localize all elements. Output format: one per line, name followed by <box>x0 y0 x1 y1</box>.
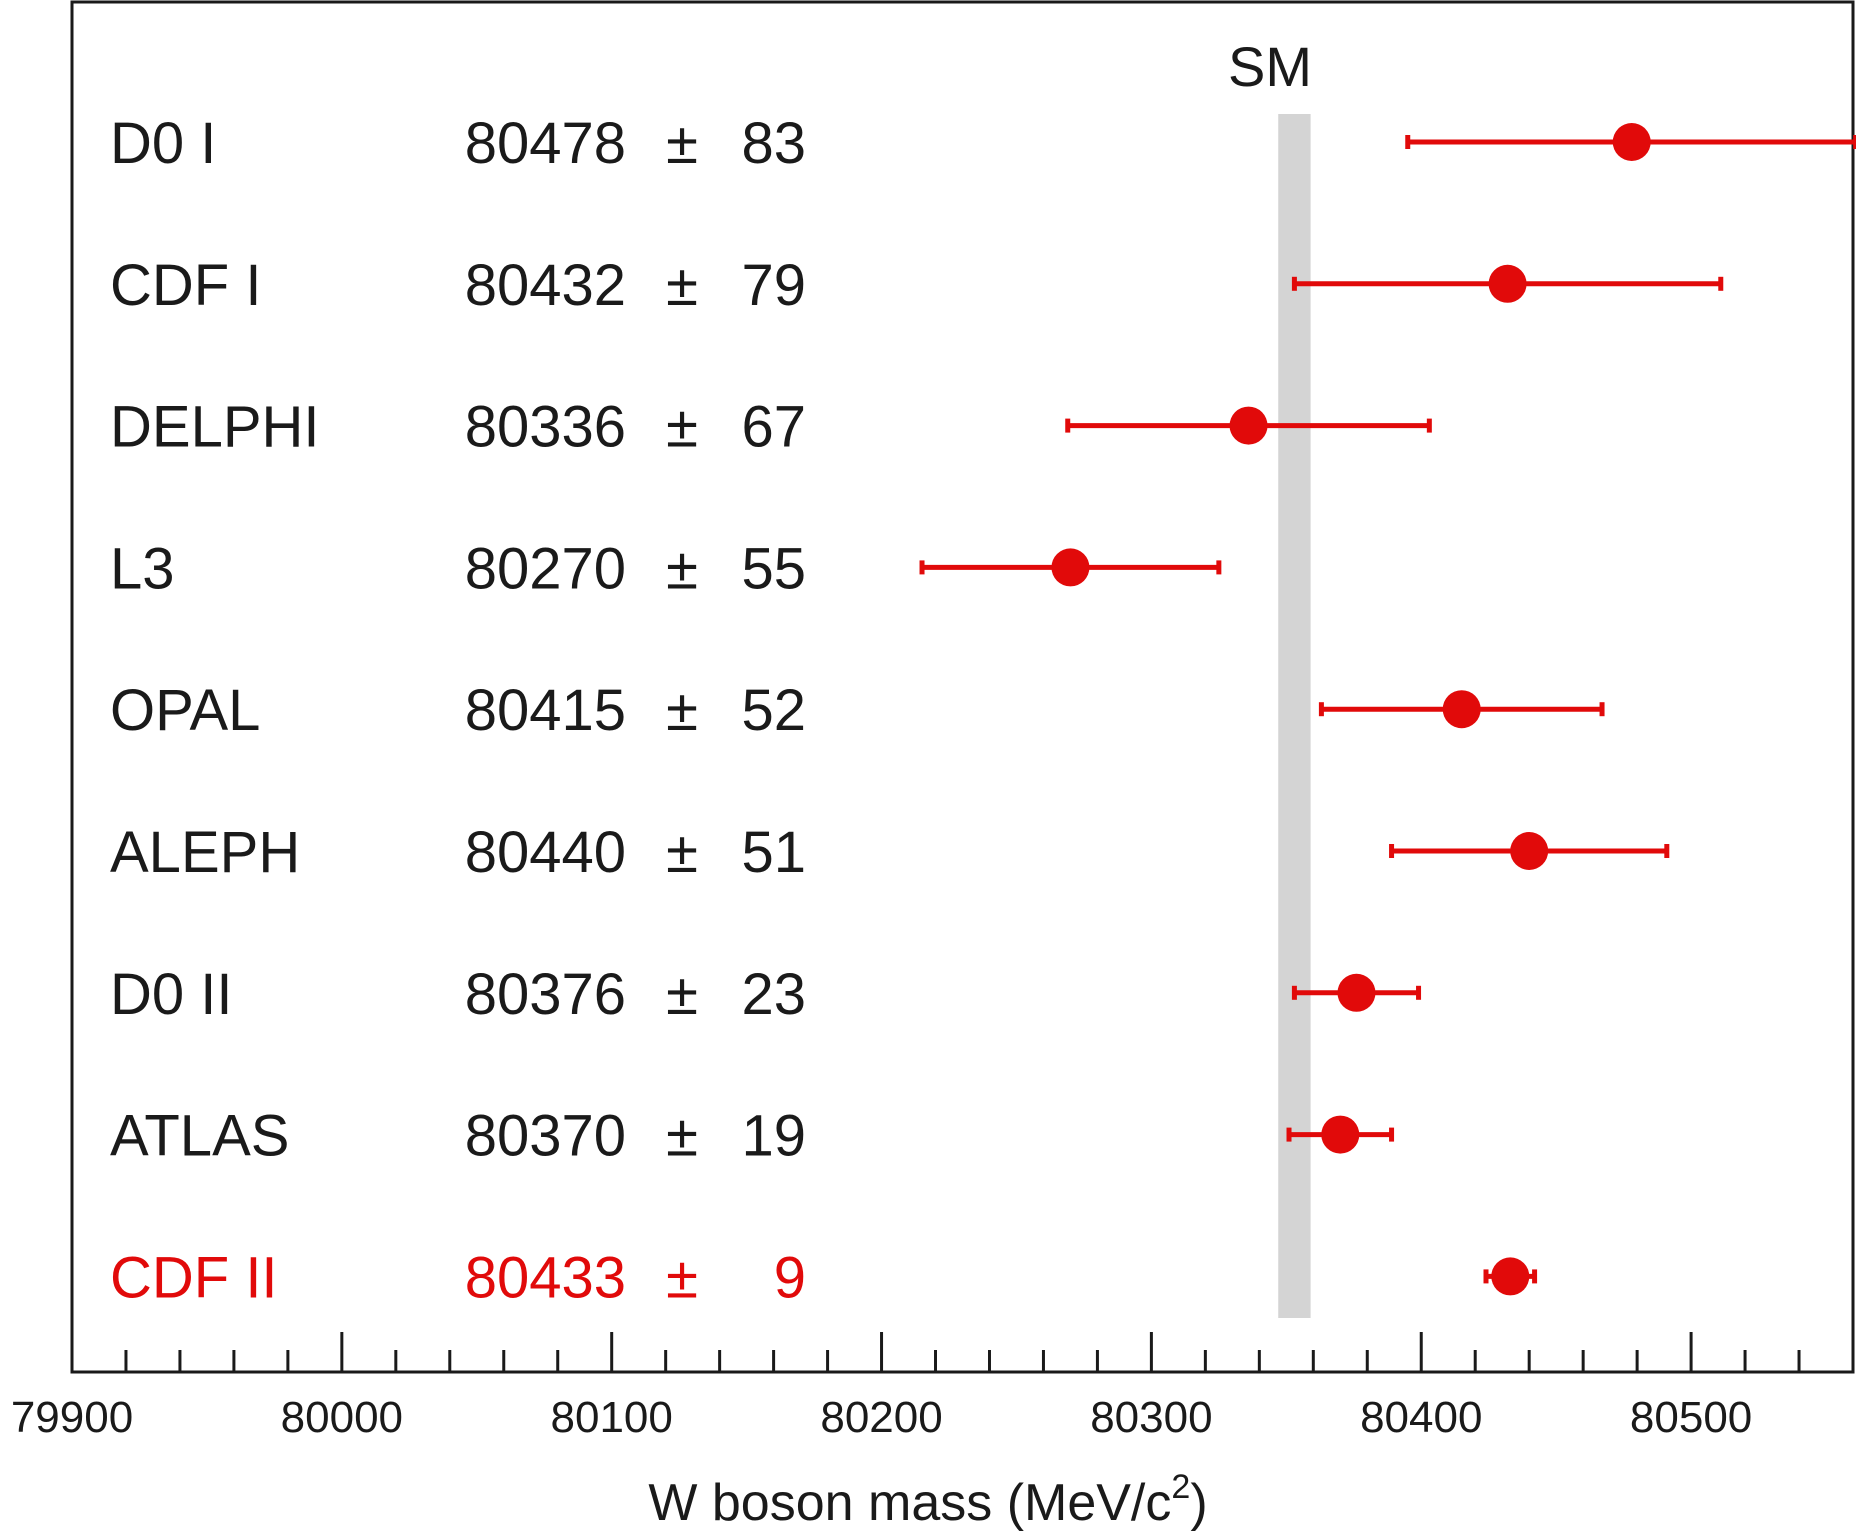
measurement-row: ALEPH 80440 ±51 <box>110 820 1670 885</box>
mass-value: 80433 <box>465 1245 626 1310</box>
data-point <box>1442 690 1481 729</box>
x-tick-label: 80200 <box>820 1393 942 1442</box>
x-tick-label: 80400 <box>1360 1393 1482 1442</box>
measurement-row: D0 II 80376 ±23 <box>110 962 1422 1027</box>
sm-label: SM <box>1228 35 1312 98</box>
x-tick-label: 80300 <box>1090 1393 1212 1442</box>
mass-error: 83 <box>741 111 806 176</box>
sm-band <box>1278 114 1311 1318</box>
experiment-name: DELPHI <box>110 395 320 460</box>
x-axis-title: W boson mass (MeV/c2) <box>648 1468 1207 1532</box>
data-point <box>1612 123 1651 161</box>
data-point <box>1229 406 1268 445</box>
x-tick-label: 80500 <box>1630 1393 1752 1442</box>
mass-error: 52 <box>741 678 806 743</box>
plus-minus-symbol: ± <box>666 395 698 460</box>
data-point <box>1051 548 1090 587</box>
x-axis-title-main: W boson mass (MeV/c <box>648 1474 1171 1532</box>
mass-error: 79 <box>741 253 806 318</box>
experiment-name: CDF II <box>110 1245 278 1310</box>
plus-minus-symbol: ± <box>666 536 698 601</box>
experiment-name: D0 II <box>110 962 233 1027</box>
experiment-name: OPAL <box>110 678 260 743</box>
data-point <box>1321 1115 1360 1154</box>
mass-value: 80478 <box>465 111 626 176</box>
plus-minus-symbol: ± <box>666 820 698 885</box>
measurement-row: CDF I 80432 ±79 <box>110 253 1724 318</box>
plus-minus-symbol: ± <box>666 111 698 176</box>
mass-value: 80336 <box>465 395 626 460</box>
experiment-name: ALEPH <box>110 820 300 885</box>
measurement-row: D0 I 80478 ±83 <box>110 111 1856 176</box>
mass-value: 80376 <box>465 962 626 1027</box>
mass-value: 80370 <box>465 1104 626 1169</box>
measurement-row: ATLAS 80370 ±19 <box>110 1104 1395 1169</box>
mass-error: 55 <box>741 536 806 601</box>
plus-minus-symbol: ± <box>666 1245 698 1310</box>
plus-minus-symbol: ± <box>666 962 698 1027</box>
experiment-name: ATLAS <box>110 1104 289 1169</box>
measurement-row: L3 80270 ±55 <box>110 536 1222 601</box>
measurement-row: CDF II 80433 ±9 <box>110 1245 1538 1310</box>
x-tick-label: 80100 <box>551 1393 673 1442</box>
plot-frame <box>70 0 1855 1374</box>
mass-value: 80270 <box>465 536 626 601</box>
experiment-name: CDF I <box>110 253 261 318</box>
plus-minus-symbol: ± <box>666 678 698 743</box>
experiment-name: D0 I <box>110 111 216 176</box>
mass-error: 67 <box>741 395 806 460</box>
measurement-row: DELPHI 80336 ±67 <box>110 395 1432 460</box>
plus-minus-symbol: ± <box>666 253 698 318</box>
mass-value: 80440 <box>465 820 626 885</box>
data-point <box>1488 264 1527 303</box>
plus-minus-symbol: ± <box>666 1104 698 1169</box>
mass-value: 80415 <box>465 678 626 743</box>
x-axis-title-sup: 2 <box>1171 1468 1190 1506</box>
mass-error: 9 <box>774 1245 806 1310</box>
measurement-row: OPAL 80415 ±52 <box>110 678 1605 743</box>
x-tick-label: 79900 <box>11 1393 133 1442</box>
mass-value: 80432 <box>465 253 626 318</box>
data-point <box>1337 973 1376 1012</box>
x-tick-label: 80000 <box>281 1393 403 1442</box>
mass-error: 51 <box>741 820 806 885</box>
x-axis-title-tail: ) <box>1190 1474 1207 1532</box>
experiment-name: L3 <box>110 536 175 601</box>
mass-error: 19 <box>741 1104 806 1169</box>
data-point <box>1510 832 1549 870</box>
mass-error: 23 <box>741 962 806 1027</box>
data-point <box>1491 1257 1530 1296</box>
